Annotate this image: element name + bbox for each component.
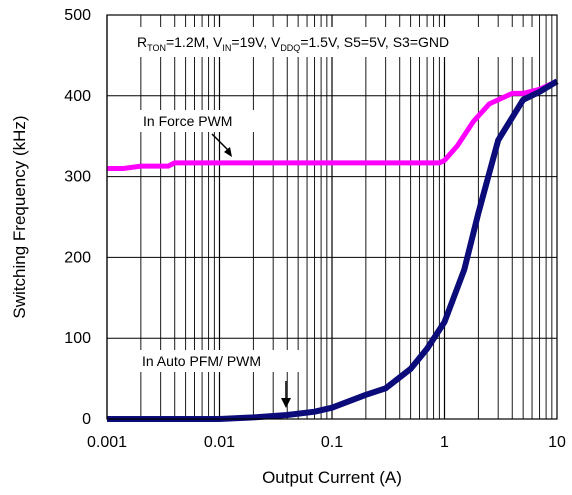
conditions-text: RTON=1.2M, VIN=19V, VDDQ=1.5V, S5=5V, S3… <box>137 34 449 53</box>
plot-frame <box>106 14 558 420</box>
x-axis-title: Output Current (A) <box>262 468 402 487</box>
x-tick-label: 0.001 <box>87 434 127 451</box>
y-tick-label: 400 <box>64 88 91 105</box>
auto-pfm-arrowhead <box>281 398 291 408</box>
force-pwm-label-bg <box>140 110 262 132</box>
force-pwm-arrowhead <box>224 147 232 157</box>
x-tick-label: 1 <box>440 434 449 451</box>
force-pwm-label: In Force PWM <box>143 113 232 129</box>
y-tick-label: 0 <box>82 411 91 428</box>
x-tick-label: 0.01 <box>204 434 235 451</box>
auto-pfm-label: In Auto PFM/ PWM <box>142 353 261 369</box>
series-line-auto-pfm-pwm <box>107 78 559 422</box>
y-tick-label: 100 <box>64 330 91 347</box>
conditions-box <box>131 27 535 57</box>
series-layer <box>107 78 559 422</box>
y-tick-label: 500 <box>64 7 91 24</box>
y-axis-title: Switching Frequency (kHz) <box>10 115 29 318</box>
series-line-force-pwm <box>107 79 559 171</box>
y-tick-label: 200 <box>64 249 91 266</box>
y-tick-label: 300 <box>64 169 91 186</box>
force-pwm-arrow <box>211 133 231 153</box>
x-tick-label: 10 <box>548 434 566 451</box>
auto-pfm-label-bg <box>138 350 304 372</box>
x-tick-label: 0.1 <box>321 434 343 451</box>
